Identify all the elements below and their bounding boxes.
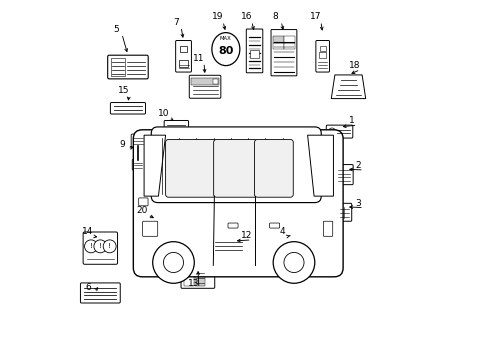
Polygon shape xyxy=(330,75,365,99)
FancyBboxPatch shape xyxy=(325,125,352,138)
Bar xyxy=(180,45,186,52)
FancyBboxPatch shape xyxy=(269,223,279,228)
Bar xyxy=(139,222,159,227)
Text: 2: 2 xyxy=(355,161,361,170)
Circle shape xyxy=(273,242,314,283)
FancyBboxPatch shape xyxy=(336,203,351,221)
Text: 18: 18 xyxy=(348,61,360,70)
FancyBboxPatch shape xyxy=(131,134,144,147)
Bar xyxy=(284,36,294,42)
FancyBboxPatch shape xyxy=(175,41,191,72)
Bar xyxy=(212,79,218,84)
FancyBboxPatch shape xyxy=(132,159,143,170)
Text: 13: 13 xyxy=(187,279,199,288)
Text: 7: 7 xyxy=(172,18,178,27)
FancyBboxPatch shape xyxy=(213,139,257,197)
Circle shape xyxy=(84,240,97,253)
Polygon shape xyxy=(144,135,165,196)
FancyBboxPatch shape xyxy=(139,198,148,206)
FancyBboxPatch shape xyxy=(133,130,343,277)
Text: 3: 3 xyxy=(355,199,361,208)
FancyBboxPatch shape xyxy=(151,127,321,203)
FancyBboxPatch shape xyxy=(189,75,221,98)
FancyBboxPatch shape xyxy=(137,217,176,232)
Text: !: ! xyxy=(108,243,111,249)
FancyBboxPatch shape xyxy=(110,103,145,114)
Text: 1: 1 xyxy=(348,116,354,125)
FancyBboxPatch shape xyxy=(246,29,262,73)
Text: 14: 14 xyxy=(81,228,93,237)
Bar xyxy=(272,42,284,49)
Text: 11: 11 xyxy=(192,54,204,63)
Text: 16: 16 xyxy=(240,12,251,21)
Bar xyxy=(250,50,258,58)
Circle shape xyxy=(152,242,194,283)
Bar xyxy=(319,46,325,51)
Bar xyxy=(276,236,304,244)
Text: 12: 12 xyxy=(240,231,251,240)
Text: 15: 15 xyxy=(118,86,129,95)
FancyBboxPatch shape xyxy=(254,139,293,197)
Text: 17: 17 xyxy=(309,12,321,21)
Text: 5: 5 xyxy=(113,25,119,34)
Circle shape xyxy=(284,252,304,273)
Bar xyxy=(272,36,284,42)
Bar xyxy=(183,268,193,286)
FancyBboxPatch shape xyxy=(181,265,214,288)
Text: 20: 20 xyxy=(136,206,148,215)
FancyBboxPatch shape xyxy=(323,221,332,236)
FancyBboxPatch shape xyxy=(335,165,352,185)
Text: 4: 4 xyxy=(279,228,285,237)
Circle shape xyxy=(94,240,106,253)
FancyBboxPatch shape xyxy=(210,238,245,254)
Text: MAX: MAX xyxy=(220,36,231,41)
Bar xyxy=(110,58,124,76)
FancyBboxPatch shape xyxy=(270,30,296,76)
Text: 6: 6 xyxy=(85,283,91,292)
FancyBboxPatch shape xyxy=(227,223,238,228)
FancyBboxPatch shape xyxy=(274,234,305,262)
Bar xyxy=(319,52,325,58)
FancyBboxPatch shape xyxy=(315,41,329,72)
Polygon shape xyxy=(307,135,333,196)
Circle shape xyxy=(103,240,116,253)
Ellipse shape xyxy=(211,33,239,66)
FancyBboxPatch shape xyxy=(80,283,120,303)
Text: 10: 10 xyxy=(158,109,169,118)
FancyBboxPatch shape xyxy=(165,139,216,197)
Bar xyxy=(191,78,218,85)
Bar xyxy=(160,220,171,230)
Text: !: ! xyxy=(89,243,92,249)
Bar xyxy=(194,268,204,286)
Text: 19: 19 xyxy=(211,12,223,21)
Bar xyxy=(284,42,294,49)
Circle shape xyxy=(163,252,183,273)
FancyBboxPatch shape xyxy=(164,121,188,135)
Bar xyxy=(179,60,187,67)
FancyBboxPatch shape xyxy=(142,221,158,236)
FancyBboxPatch shape xyxy=(83,232,117,264)
Text: 80: 80 xyxy=(218,46,233,56)
Text: 8: 8 xyxy=(272,12,278,21)
Text: 9: 9 xyxy=(119,140,124,149)
Circle shape xyxy=(328,128,335,135)
FancyBboxPatch shape xyxy=(107,55,148,79)
Text: !: ! xyxy=(99,243,102,249)
